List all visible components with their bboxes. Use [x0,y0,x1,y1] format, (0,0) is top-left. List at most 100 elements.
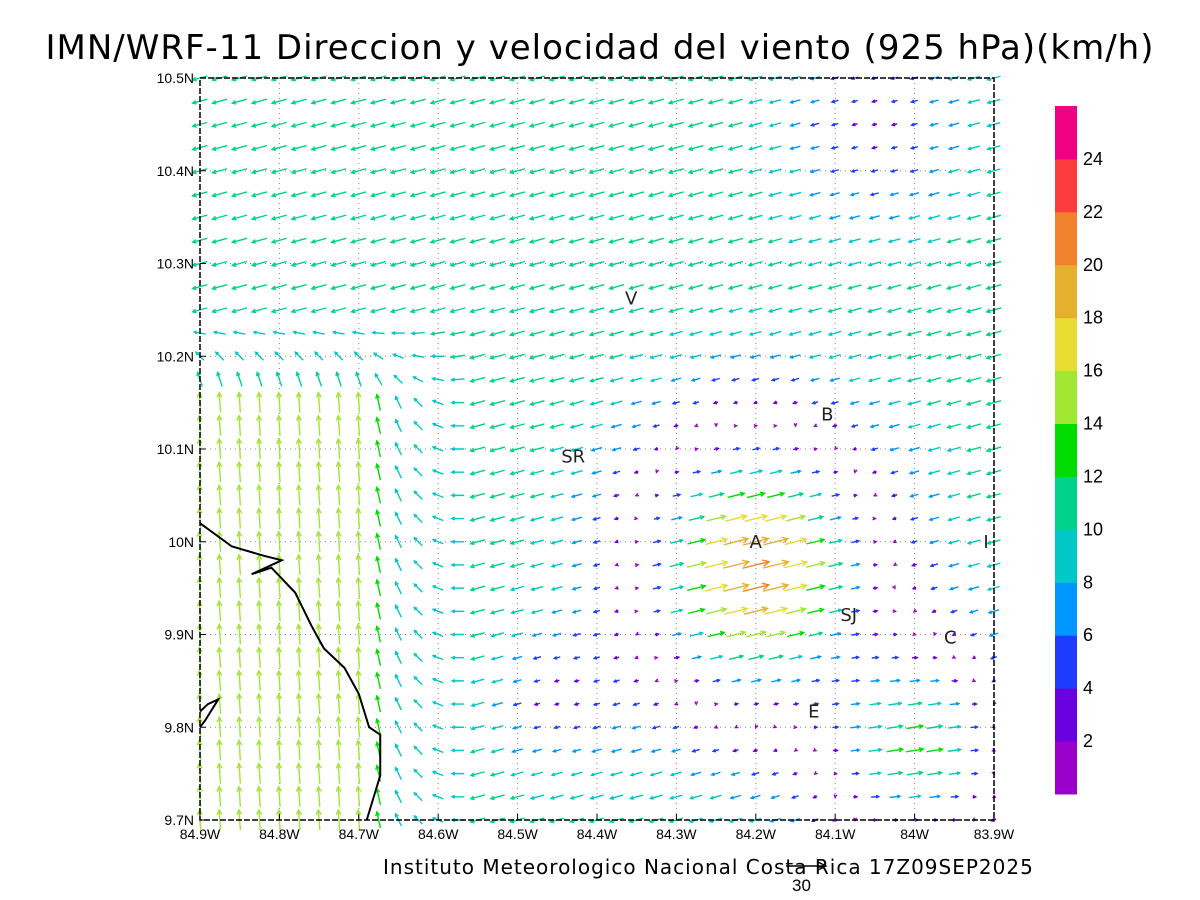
wind-vector [256,808,263,831]
colorbar-segment [1055,317,1077,372]
wind-vector [689,354,702,359]
wind-vector [743,536,770,546]
wind-vector [315,669,322,691]
wind-vector [431,724,444,730]
wind-vector [256,391,263,413]
wind-vector [349,214,367,221]
wind-vector [748,121,763,128]
wind-vector [770,377,780,382]
wind-vector [295,646,302,668]
wind-vector [295,460,302,483]
wind-vector [929,563,939,568]
wind-vector [369,168,387,175]
wind-vector [667,144,684,152]
wind-vector [909,145,918,150]
wind-vector [276,599,283,622]
wind-vector [947,168,960,174]
wind-vector [850,424,859,428]
wind-vector [871,655,880,660]
wind-vector [355,530,362,552]
wind-vector [851,539,861,544]
wind-vector [529,492,545,499]
wind-vector [548,214,565,221]
wind-vector [429,121,446,128]
wind-vector [375,810,382,829]
wind-vector [669,354,683,360]
place-label: C [944,627,957,648]
wind-vector [411,353,425,358]
wind-vector [747,260,763,267]
wind-vector [906,284,922,290]
wind-vector [627,214,645,221]
wind-vector [276,437,283,460]
wind-vector [588,98,605,105]
wind-vector [450,609,465,614]
wind-vector [763,536,790,546]
wind-vector [951,632,956,636]
wind-vector [965,330,982,337]
wind-vector [670,748,681,753]
wind-vector [529,469,545,476]
wind-vector [429,260,446,267]
wind-vector [967,562,980,568]
wind-vector [588,191,605,198]
wind-vector [211,121,228,128]
wind-vector [727,237,744,244]
longitude-label: 84.3W [656,826,697,842]
wind-vector [627,191,645,198]
wind-vector [230,144,248,152]
wind-vector [830,99,839,104]
wind-vector [469,144,486,152]
wind-vector [673,655,681,660]
wind-vector [509,794,525,801]
wind-vector [966,492,981,499]
wind-vector [551,609,563,614]
wind-vector [335,715,342,738]
wind-vector [236,437,243,460]
wind-vector [389,237,407,244]
colorbar-label: 8 [1083,572,1093,592]
wind-vector [772,724,778,729]
wind-vector [572,632,581,637]
wind-vector [687,168,704,175]
wind-vector [772,748,778,752]
wind-vector [236,391,243,413]
wind-vector [331,330,345,335]
wind-vector [256,460,263,483]
wind-vector [256,646,263,668]
wind-vector [431,770,444,777]
wind-vector [945,376,962,383]
wind-vector [767,307,783,313]
wind-vector [230,284,248,291]
wind-vector [830,145,839,150]
wind-vector [635,631,640,636]
wind-vector [295,391,302,413]
wind-vector [611,447,622,452]
wind-vector [928,516,940,522]
wind-vector [450,377,465,382]
wind-vector [508,191,526,198]
wind-vector [488,284,506,291]
wind-vector [809,145,820,150]
wind-vector [310,284,327,291]
wind-vector [431,747,444,754]
wind-vector [330,307,347,314]
wind-vector [707,630,726,638]
wind-vector [355,646,362,668]
wind-vector [654,493,660,498]
wind-vector [672,725,680,730]
wind-vector [389,214,407,221]
latitude-label: 9.8N [164,719,194,735]
wind-vector [614,539,619,544]
wind-vector [948,747,962,753]
wind-vector [628,353,644,360]
wind-vector [394,719,403,734]
wind-vector [768,98,782,105]
wind-vector [389,98,407,105]
wind-vector [469,284,486,291]
wind-vector [608,284,625,291]
wind-vector [613,609,619,613]
wind-vector [295,437,302,460]
wind-vector [211,214,228,221]
wind-vector [727,121,743,128]
